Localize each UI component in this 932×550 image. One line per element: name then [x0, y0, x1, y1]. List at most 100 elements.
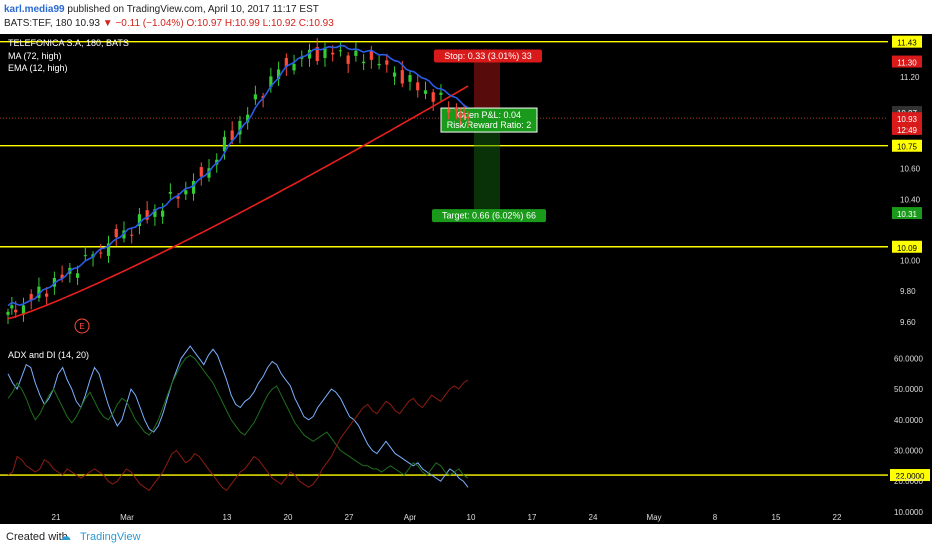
target-label-bg — [432, 209, 546, 223]
price-label-2: 10.93 — [892, 112, 922, 125]
candle — [292, 54, 296, 75]
x-tick-11: 15 — [772, 513, 781, 522]
target-label: Target: 0.66 (6.02%) 66 — [432, 209, 546, 223]
open-value: O:10.97 — [186, 18, 223, 29]
candle-body — [21, 305, 26, 315]
price-label-bg-2 — [892, 112, 922, 125]
price-label-4: 10.31 — [892, 207, 922, 220]
candle-body — [439, 92, 443, 95]
candle — [83, 246, 87, 262]
candle-body — [338, 50, 343, 52]
chart-canvas[interactable]: Stop: 0.33 (3.01%) 33 Open P&L: 0.04Risk/… — [0, 34, 932, 524]
candle-body — [161, 210, 165, 217]
earnings-letter: E — [79, 322, 84, 331]
created-with-text: Created with — [6, 531, 68, 543]
candle-body — [416, 82, 420, 91]
candle — [377, 54, 381, 70]
candle-body — [230, 130, 234, 141]
candle-body — [191, 181, 196, 194]
stop-label-bg — [434, 49, 542, 63]
adx-title: ADX and DI (14, 20) — [8, 350, 89, 360]
candle — [6, 308, 10, 325]
x-tick-8: 24 — [589, 513, 598, 522]
candle — [269, 67, 273, 93]
candle-body — [52, 277, 56, 287]
candle — [454, 103, 459, 120]
x-tick-2: 13 — [223, 513, 232, 522]
candle — [246, 107, 250, 130]
candle — [408, 70, 412, 91]
candle-body — [369, 50, 373, 60]
ma-line — [7, 85, 469, 320]
candle-body — [253, 94, 257, 100]
candle-body — [75, 273, 80, 278]
candle — [323, 42, 327, 67]
candle-body — [29, 294, 33, 301]
adx-y-tick-2: 40.0000 — [894, 416, 923, 425]
pnl-text: Open P&L: 0.04 — [457, 110, 521, 120]
level-label-1: 10.75 — [892, 139, 922, 152]
candle-body — [315, 47, 319, 62]
tradingview-brand[interactable]: TradingView — [80, 531, 141, 543]
x-tick-9: May — [646, 513, 661, 522]
publish-line: karl.media99 published on TradingView.co… — [4, 4, 319, 15]
candle — [184, 181, 188, 201]
symbol-label: BATS:TEF, 180 — [4, 18, 73, 29]
x-tick-3: 20 — [284, 513, 293, 522]
candle-body — [276, 69, 281, 79]
candle — [75, 265, 80, 285]
chart-title: TELEFONICA S.A, 180, BATS — [8, 38, 129, 48]
candle-body — [300, 56, 304, 59]
tradingview-cloud-icon: ☁ — [60, 531, 71, 543]
legend-ma: MA (72, high) — [8, 51, 62, 61]
price-label-0: 11.30 — [892, 55, 922, 68]
x-tick-5: Apr — [404, 513, 417, 522]
candle — [37, 277, 41, 302]
adx-y-tick-1: 50.0000 — [894, 385, 923, 394]
candle — [21, 297, 26, 322]
candle-body — [99, 252, 103, 254]
candle — [307, 43, 312, 67]
candle-body — [392, 72, 397, 77]
x-tick-10: 8 — [713, 513, 718, 522]
candle — [338, 41, 343, 57]
candle-body — [307, 49, 312, 59]
chart-area[interactable]: Stop: 0.33 (3.01%) 33 Open P&L: 0.04 Risk/… — [0, 34, 932, 524]
adx-y-tick-4: 20.0000 — [894, 477, 923, 486]
adx-y-tick-0: 60.0000 — [894, 354, 923, 363]
ohlc-line: BATS:TEF, 180 10.93 ▼ −0.11 (−1.04%) O:1… — [4, 18, 334, 29]
price-change: ▼ −0.11 (−1.04%) — [102, 18, 184, 29]
adx-level-label-bg — [890, 469, 930, 482]
price-label-bg-4 — [892, 207, 922, 220]
candle — [458, 107, 462, 126]
candle-body — [60, 274, 64, 279]
candle-body — [331, 52, 335, 55]
candle — [253, 85, 257, 105]
candle-body — [246, 114, 250, 123]
author-link[interactable]: karl.media99 — [4, 4, 65, 15]
candle — [423, 81, 428, 100]
candle — [99, 243, 103, 259]
adx-level-label-text: 22.0000 — [896, 472, 925, 481]
candle — [45, 287, 49, 305]
candle — [369, 45, 373, 69]
candle — [447, 101, 451, 120]
published-text: published on TradingView.com, April 10, … — [64, 4, 319, 15]
candle — [145, 201, 149, 224]
candle — [392, 66, 397, 86]
level-label-2: 10.09 — [892, 240, 922, 253]
candle-body — [14, 309, 18, 313]
candle — [284, 53, 288, 76]
adx-series-di_minus — [7, 379, 469, 492]
earnings-marker: E — [74, 318, 90, 334]
candle-body — [447, 109, 451, 113]
legend-ema: EMA (12, high) — [8, 63, 68, 73]
close-value: C:10.93 — [298, 18, 334, 29]
candle — [91, 251, 95, 267]
high-value: H:10.99 — [224, 18, 260, 29]
price-label-text-0: 11.30 — [897, 59, 917, 68]
y-tick-1: 10.60 — [900, 165, 921, 174]
x-tick-7: 17 — [528, 513, 537, 522]
candle-body — [269, 76, 273, 88]
